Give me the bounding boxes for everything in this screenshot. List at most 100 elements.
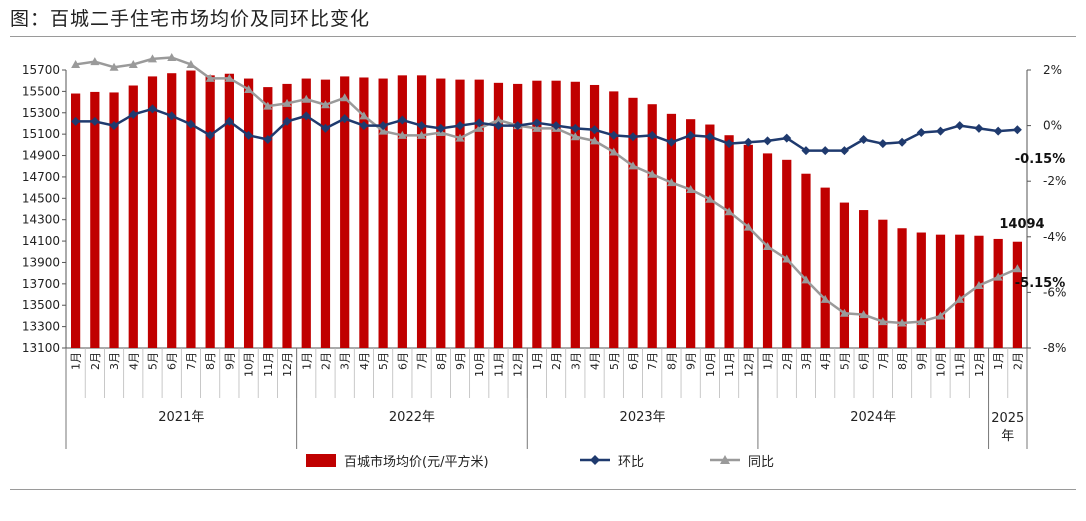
- legend-marker-mom: [590, 455, 600, 465]
- axes-group: 13100 13300 13500 13700 13900 14100 14300 14500…: [22, 63, 1066, 449]
- price-bar: [974, 235, 984, 348]
- price-bar: [513, 83, 523, 349]
- right-axis-tick-label: -8%: [1043, 341, 1066, 355]
- mom-point: [71, 116, 81, 126]
- yoy-point: [666, 178, 676, 187]
- yoy-point: [397, 130, 407, 139]
- yoy-point: [590, 136, 600, 145]
- month-label: 1月: [300, 352, 313, 370]
- price-bar: [436, 78, 446, 349]
- yoy-point: [147, 54, 157, 63]
- price-bar: [378, 78, 388, 349]
- mom-point: [282, 116, 292, 126]
- month-label: 10月: [935, 352, 948, 377]
- month-label: 3月: [800, 352, 813, 370]
- mom-point: [916, 128, 926, 138]
- price-bar: [897, 228, 907, 348]
- year-label: 2021年: [158, 410, 204, 425]
- left-axis-tick-label: 14700: [22, 170, 60, 184]
- month-label: 9月: [454, 352, 467, 370]
- legend-label-yoy: 同比: [748, 455, 774, 470]
- price-bar: [167, 73, 177, 348]
- legend-marker-yoy: [720, 455, 730, 464]
- yoy-point: [186, 59, 196, 68]
- left-axis-tick-label: 14500: [22, 191, 60, 205]
- mom-point: [397, 115, 407, 125]
- month-label: 1月: [531, 352, 544, 370]
- mom-point: [205, 130, 215, 140]
- month-label: 8月: [665, 352, 678, 370]
- month-label: 4月: [589, 352, 602, 370]
- month-label: 10月: [473, 352, 486, 377]
- mom-point: [147, 104, 157, 114]
- month-label: 1月: [992, 352, 1005, 370]
- mom-point: [897, 137, 907, 147]
- left-axis-tick-label: 14900: [22, 149, 60, 163]
- month-label: 5月: [608, 352, 621, 370]
- mom-point: [340, 114, 350, 124]
- left-axis-tick-label: 15300: [22, 106, 60, 120]
- month-label: 9月: [685, 352, 698, 370]
- mom-point: [839, 146, 849, 156]
- mom-point: [955, 121, 965, 131]
- price-bar: [686, 119, 696, 348]
- price-bar: [782, 159, 792, 348]
- mom-point: [647, 130, 657, 140]
- month-label: 6月: [166, 352, 179, 370]
- price-bar: [935, 234, 946, 348]
- month-label: 11月: [492, 352, 505, 377]
- mom-point: [244, 130, 254, 140]
- year-label: 2022年: [389, 410, 435, 425]
- yoy-point: [782, 254, 792, 263]
- mom-point: [128, 109, 138, 119]
- yoy-point: [1012, 264, 1022, 273]
- month-label: 3月: [339, 352, 352, 370]
- left-axis-tick-label: 13700: [22, 277, 60, 291]
- yoy-point: [282, 98, 292, 107]
- price-bar: [416, 75, 427, 348]
- month-label: 7月: [646, 352, 659, 370]
- month-label: 9月: [223, 352, 236, 370]
- right-axis-tick-label: -4%: [1043, 230, 1066, 244]
- yoy-point: [628, 161, 638, 170]
- price-bar: [70, 93, 81, 349]
- price-bar: [724, 135, 734, 348]
- yoy-point: [993, 272, 1003, 281]
- price-bar: [493, 82, 504, 348]
- chart-title: 图：百城二手住宅市场均价及同环比变化: [10, 8, 371, 30]
- mom-point: [167, 111, 177, 121]
- mom-point: [513, 121, 523, 131]
- mom-point: [763, 136, 773, 146]
- month-label: 1月: [70, 352, 83, 370]
- mom-point: [90, 116, 100, 126]
- bottom-divider: [10, 489, 1076, 490]
- price-bar: [762, 153, 773, 348]
- year-label: 2025: [991, 411, 1024, 426]
- month-label: 6月: [858, 352, 871, 370]
- mom-point: [666, 137, 676, 147]
- mom-point: [686, 130, 696, 140]
- month-label: 1月: [762, 352, 775, 370]
- mom-point: [417, 121, 427, 131]
- yoy-point: [224, 73, 234, 82]
- price-bar: [666, 113, 677, 348]
- price-bar: [474, 79, 484, 348]
- month-label: 2月: [781, 352, 794, 370]
- price-bar: [916, 232, 926, 348]
- price-bar: [186, 70, 196, 349]
- yoy-point: [839, 308, 849, 317]
- month-label: 6月: [627, 352, 640, 370]
- left-axis-tick-label: 13100: [22, 341, 60, 355]
- mom-point: [974, 123, 984, 133]
- month-label: 5月: [838, 352, 851, 370]
- month-label: 4月: [358, 352, 371, 370]
- legend-label-price: 百城市场均价(元/平方米): [344, 454, 489, 470]
- mom-point: [993, 126, 1003, 136]
- yoy-point: [609, 147, 619, 156]
- price-bar: [705, 124, 715, 349]
- mom-point: [782, 133, 792, 143]
- price-bar: [570, 81, 580, 348]
- mom-point: [628, 132, 638, 142]
- month-label: 2月: [1011, 352, 1024, 370]
- right-axis-tick-label: 2%: [1043, 63, 1062, 77]
